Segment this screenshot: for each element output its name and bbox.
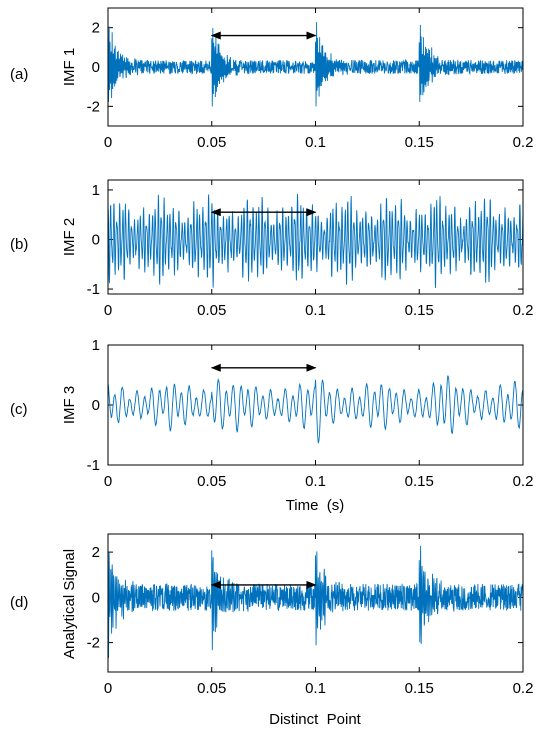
y-tick-label: 2 <box>92 20 100 37</box>
y-tick-label: 0 <box>92 397 100 414</box>
y-tick-label: -1 <box>87 281 100 298</box>
x-tick-label: 0 <box>104 473 112 490</box>
y-tick-label: 0 <box>92 231 100 248</box>
y-tick-label: -1 <box>87 457 100 474</box>
imf2-signal-line <box>108 194 523 288</box>
x-tick-label: 0.2 <box>513 473 534 490</box>
axis-ticks: 0 0.05 0.1 0.15 0.2 -2 0 2 <box>87 534 534 697</box>
x-tick-label: 0.1 <box>305 134 326 151</box>
panel-c: (c) IMF 3 Time (s) 0 0.05 0.1 0.15 0.2-101 <box>10 337 533 514</box>
axes-frame <box>107 344 524 466</box>
x-tick-label: 0 <box>104 680 112 697</box>
x-tick-label: 0.05 <box>197 134 226 151</box>
y-axis-label: Analytical Signal <box>61 549 78 659</box>
x-tick-label: 0 <box>104 134 112 151</box>
axes-frame <box>107 7 524 127</box>
imf1-signal-line <box>108 22 523 107</box>
y-tick-label: 0 <box>92 59 100 76</box>
panel-label: (b) <box>10 236 28 253</box>
axis-ticks: 0 0.05 0.1 0.15 0.2-101 <box>87 337 534 490</box>
x-tick-label: 0.05 <box>197 302 226 319</box>
panel-label: (a) <box>10 66 28 83</box>
y-axis-label: IMF 1 <box>61 48 78 86</box>
axis-ticks: 0 0.05 0.1 0.15 0.2 -2 0 2 <box>87 8 534 151</box>
x-tick-label: 0 <box>104 302 112 319</box>
x-axis-label: Distinct Point <box>269 711 362 728</box>
x-tick-label: 0.05 <box>197 473 226 490</box>
panel-a: (a) IMF 1 0 0.05 0.1 0.15 0.2 -2 0 2 <box>10 7 534 151</box>
analytical-signal-line <box>108 544 523 658</box>
x-tick-label: 0.15 <box>405 680 434 697</box>
axes-frame <box>107 179 524 295</box>
panel-d: (d) Analytical Signal Distinct Point 0 0.… <box>10 533 534 728</box>
imf3-signal-line <box>108 375 523 445</box>
panel-label: (c) <box>10 401 28 418</box>
y-tick-label: 1 <box>92 337 100 354</box>
y-tick-label: 2 <box>92 544 100 561</box>
x-tick-label: 0.2 <box>513 302 534 319</box>
x-tick-label: 0.1 <box>305 680 326 697</box>
x-tick-label: 0.1 <box>305 473 326 490</box>
x-tick-label: 0.15 <box>405 134 434 151</box>
x-tick-label: 0.15 <box>405 473 434 490</box>
x-tick-label: 0.05 <box>197 680 226 697</box>
axes-frame <box>107 533 524 673</box>
y-axis-label: IMF 2 <box>61 218 78 256</box>
x-axis-label: Time (s) <box>286 497 345 514</box>
x-tick-label: 0.15 <box>405 302 434 319</box>
y-tick-label: 1 <box>92 182 100 199</box>
y-tick-label: 0 <box>92 589 100 606</box>
y-tick-label: -2 <box>87 98 100 115</box>
x-tick-label: 0.2 <box>513 134 534 151</box>
x-tick-label: 0.2 <box>513 680 534 697</box>
y-tick-label: -2 <box>87 635 100 652</box>
x-tick-label: 0.1 <box>305 302 326 319</box>
panel-b: (b) IMF 2 0 0.05 0.1 0.15 0.2-101 <box>10 179 534 319</box>
y-axis-label: IMF 3 <box>61 386 78 424</box>
panel-label: (d) <box>10 594 28 611</box>
axis-ticks: 0 0.05 0.1 0.15 0.2-101 <box>87 180 534 319</box>
